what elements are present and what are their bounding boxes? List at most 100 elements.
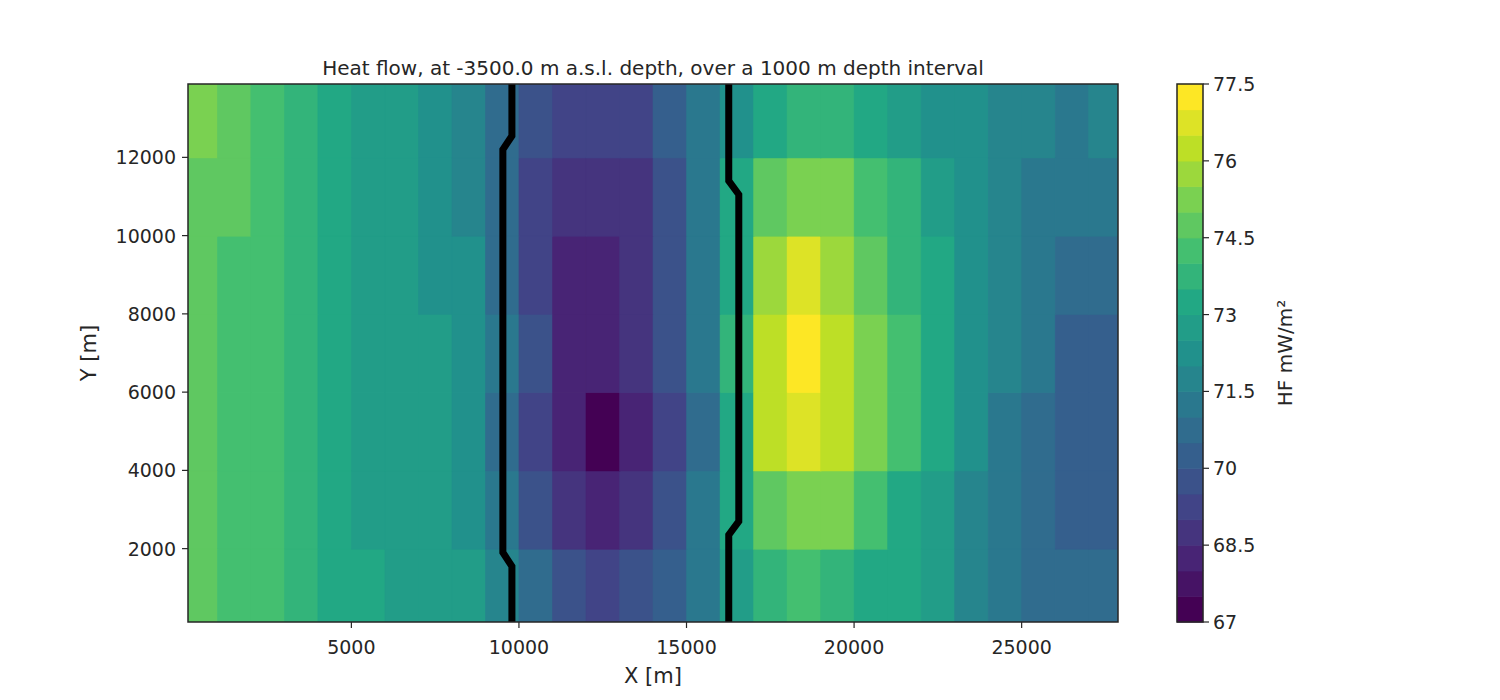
cell bbox=[754, 236, 788, 315]
cell bbox=[251, 314, 285, 393]
colorbar-band bbox=[1177, 417, 1203, 443]
cell bbox=[452, 470, 486, 549]
cell bbox=[519, 314, 553, 393]
colorbar-tick-label: 73 bbox=[1213, 304, 1237, 326]
colorbar-band bbox=[1177, 135, 1203, 161]
colorbar-tick-label: 74.5 bbox=[1213, 227, 1255, 249]
cell bbox=[720, 549, 754, 622]
y-tick bbox=[182, 235, 188, 236]
cell bbox=[787, 157, 821, 236]
cell bbox=[1089, 392, 1118, 471]
cell bbox=[351, 157, 385, 236]
cell bbox=[519, 549, 553, 622]
y-tick bbox=[182, 157, 188, 158]
x-tick-label: 25000 bbox=[991, 636, 1051, 658]
colorbar-band bbox=[1177, 520, 1203, 546]
y-axis-label: Y [m] bbox=[77, 325, 101, 382]
cell bbox=[217, 392, 251, 471]
cell bbox=[821, 549, 855, 622]
cell bbox=[1055, 236, 1089, 315]
cell bbox=[586, 392, 620, 471]
cell bbox=[217, 157, 251, 236]
cell bbox=[586, 314, 620, 393]
cell bbox=[988, 157, 1022, 236]
cell bbox=[619, 157, 653, 236]
cell bbox=[888, 236, 922, 315]
cell bbox=[653, 470, 687, 549]
cell bbox=[687, 84, 721, 158]
colorbar-tick bbox=[1203, 468, 1209, 469]
cell bbox=[418, 314, 452, 393]
y-tick bbox=[182, 313, 188, 314]
cell bbox=[888, 314, 922, 393]
cell bbox=[284, 157, 318, 236]
colorbar-band bbox=[1177, 596, 1203, 622]
cell bbox=[418, 549, 452, 622]
cell bbox=[452, 314, 486, 393]
cell bbox=[385, 236, 419, 315]
y-tick bbox=[182, 470, 188, 471]
cell bbox=[821, 470, 855, 549]
colorbar-band bbox=[1177, 289, 1203, 315]
cell bbox=[619, 236, 653, 315]
cell bbox=[284, 470, 318, 549]
x-tick-label: 5000 bbox=[327, 636, 375, 658]
cell bbox=[284, 392, 318, 471]
cell bbox=[385, 314, 419, 393]
cell bbox=[284, 549, 318, 622]
cell bbox=[1089, 549, 1118, 622]
y-tick-label: 4000 bbox=[128, 459, 176, 481]
cell bbox=[754, 84, 788, 158]
cell bbox=[418, 236, 452, 315]
cell bbox=[687, 470, 721, 549]
colorbar-frame bbox=[1177, 84, 1203, 622]
colorbar-label: HF mW/m² bbox=[1273, 300, 1297, 406]
cell bbox=[1089, 157, 1118, 236]
y-tick-label: 12000 bbox=[116, 146, 176, 168]
cell bbox=[1055, 314, 1089, 393]
cell bbox=[854, 157, 888, 236]
x-tick bbox=[686, 622, 687, 628]
colorbar-band bbox=[1177, 494, 1203, 520]
plot-frame bbox=[188, 84, 1118, 622]
cell bbox=[452, 84, 486, 158]
x-tick-label: 15000 bbox=[656, 636, 716, 658]
cell bbox=[586, 157, 620, 236]
cell bbox=[188, 392, 218, 471]
cell bbox=[754, 314, 788, 393]
fault-line bbox=[729, 84, 739, 622]
cell bbox=[385, 549, 419, 622]
cell bbox=[251, 236, 285, 315]
cell bbox=[385, 470, 419, 549]
cell bbox=[586, 84, 620, 158]
cell bbox=[284, 236, 318, 315]
cell bbox=[821, 236, 855, 315]
cell bbox=[687, 392, 721, 471]
cell bbox=[1055, 549, 1089, 622]
cell bbox=[854, 314, 888, 393]
cell bbox=[687, 236, 721, 315]
cell bbox=[921, 314, 955, 393]
colorbar-tick bbox=[1203, 160, 1209, 161]
cell bbox=[188, 84, 218, 158]
cell bbox=[251, 549, 285, 622]
colorbar-band bbox=[1177, 110, 1203, 136]
cell bbox=[251, 470, 285, 549]
cell bbox=[854, 236, 888, 315]
cell bbox=[653, 549, 687, 622]
cell bbox=[619, 314, 653, 393]
colorbar-tick bbox=[1203, 314, 1209, 315]
cell bbox=[1022, 549, 1056, 622]
cell bbox=[787, 84, 821, 158]
cell bbox=[754, 392, 788, 471]
colorbar-tick-label: 77.5 bbox=[1213, 73, 1255, 95]
cell bbox=[351, 392, 385, 471]
cell bbox=[351, 236, 385, 315]
colorbar-band bbox=[1177, 468, 1203, 494]
colorbar-band bbox=[1177, 571, 1203, 597]
cell bbox=[188, 549, 218, 622]
cell bbox=[1055, 470, 1089, 549]
cell bbox=[552, 392, 586, 471]
cell bbox=[687, 549, 721, 622]
cell bbox=[854, 392, 888, 471]
